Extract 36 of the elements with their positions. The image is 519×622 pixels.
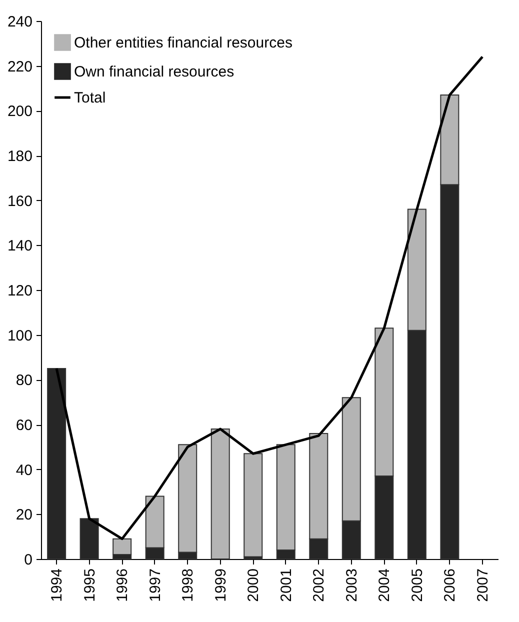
- legend-label: Other entities financial resources: [74, 34, 292, 52]
- bar: [244, 453, 263, 558]
- x-tick-label: 2007: [474, 568, 492, 602]
- x-tick-label: 2003: [343, 568, 360, 602]
- x-tick-label: 1999: [212, 568, 230, 602]
- x-tick-label: 1994: [48, 568, 66, 602]
- y-tick-label: 80: [16, 372, 32, 390]
- x-tick-label: 2000: [245, 568, 262, 602]
- bar: [80, 518, 99, 560]
- y-tick-label: 160: [7, 192, 32, 210]
- x-tick-label: 2006: [442, 568, 459, 602]
- bar: [47, 368, 66, 560]
- x-tick-label: 2005: [408, 568, 426, 602]
- y-tick-label: 220: [7, 58, 32, 76]
- bar: [210, 428, 230, 560]
- y-tick-label: 20: [16, 506, 32, 524]
- x-tick-label: 1995: [81, 568, 98, 602]
- y-tick-label: 60: [16, 417, 32, 434]
- y-tick-label: 200: [7, 103, 32, 120]
- bar: [112, 538, 132, 556]
- x-tick-label: 1998: [180, 568, 197, 602]
- y-tick-label: 240: [7, 14, 32, 30]
- y-tick-label: 180: [7, 148, 32, 165]
- line-series: [55, 56, 484, 540]
- y-tick-label: 0: [24, 552, 32, 568]
- y-tick-label: 140: [7, 238, 32, 255]
- x-tick-label: 2001: [278, 568, 295, 602]
- legend-label: Total: [74, 90, 106, 106]
- x-tick-label: 2002: [310, 568, 328, 602]
- y-tick-label: 120: [7, 282, 32, 300]
- y-tick-label: 100: [7, 327, 32, 344]
- x-tick-label: 1996: [114, 568, 132, 602]
- y-tick-label: 40: [16, 462, 32, 479]
- legend-label: Own financial resources: [74, 64, 234, 80]
- x-tick-label: 1997: [146, 568, 164, 602]
- x-tick-label: 2004: [376, 568, 394, 602]
